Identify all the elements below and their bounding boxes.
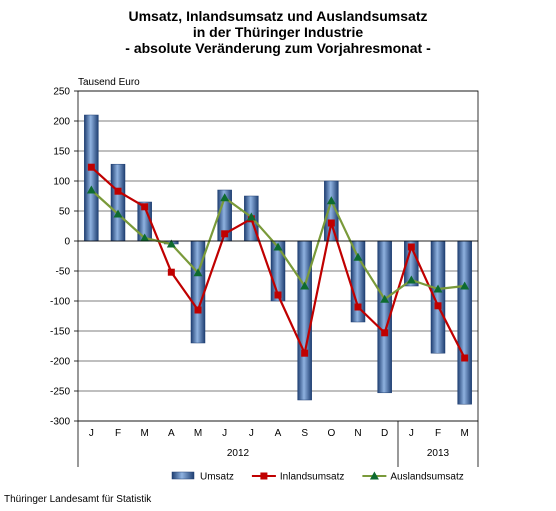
marker-inlandsumsatz — [221, 230, 229, 238]
marker-auslandsumsatz — [193, 268, 203, 277]
legend-marker-auslandsumsatz — [369, 471, 379, 480]
y-tick-label: -300 — [50, 417, 70, 428]
marker-inlandsumsatz — [114, 187, 122, 195]
marker-inlandsumsatz — [301, 349, 309, 357]
legend: Umsatz Inlandsumsatz Auslandsumsatz — [171, 471, 464, 483]
marker-auslandsumsatz — [86, 185, 96, 194]
marker-auslandsumsatz — [460, 281, 470, 290]
marker-auslandsumsatz — [380, 294, 390, 303]
y-tick-label: -200 — [50, 357, 70, 368]
axis-layer: 250 200 150 100 50 0 -50 -100 -150 -200 -250 -300 Ta… — [50, 77, 479, 467]
bar-umsatz — [457, 240, 472, 405]
x-tick-label: M — [140, 428, 148, 439]
legend-label: Umsatz — [200, 472, 234, 483]
marker-auslandsumsatz — [246, 212, 256, 221]
marker-auslandsumsatz — [273, 242, 283, 251]
marker-inlandsumsatz — [381, 329, 389, 337]
x-tick-label: O — [327, 428, 335, 439]
marker-inlandsumsatz — [167, 268, 175, 276]
x-tick-label: M — [460, 428, 468, 439]
bar-umsatz — [110, 163, 126, 242]
chart-title-line-1: Umsatz, Inlandsumsatz und Auslandsumsatz — [128, 8, 428, 24]
marker-auslandsumsatz — [433, 284, 443, 293]
source-note: Thüringer Landesamt für Statistik — [4, 494, 152, 505]
x-tick-label: J — [222, 428, 227, 439]
marker-auslandsumsatz — [113, 209, 123, 218]
marker-inlandsumsatz — [327, 219, 335, 227]
x-tick-label: J — [409, 428, 414, 439]
x-tick-label: S — [301, 428, 308, 439]
y-tick-label: 100 — [53, 177, 70, 188]
marker-inlandsumsatz — [141, 203, 149, 211]
marker-auslandsumsatz — [300, 281, 310, 290]
marker-auslandsumsatz — [326, 196, 336, 205]
y-tick-label: 250 — [53, 87, 70, 98]
y-tick-label: -100 — [50, 297, 70, 308]
year-label: 2013 — [427, 448, 450, 459]
legend-swatch-umsatz — [171, 471, 195, 480]
legend-marker-inlandsumsatz — [260, 472, 268, 480]
marker-auslandsumsatz — [220, 193, 230, 202]
marker-auslandsumsatz — [166, 239, 176, 248]
marker-inlandsumsatz — [461, 354, 469, 362]
y-tick-label: 150 — [53, 147, 70, 158]
y-tick-label: 200 — [53, 117, 70, 128]
x-tick-label: F — [435, 428, 441, 439]
x-tick-label: A — [275, 428, 282, 439]
marker-auslandsumsatz — [406, 275, 416, 284]
line-layer — [86, 163, 470, 362]
x-tick-label: F — [115, 428, 121, 439]
y-tick-label: 0 — [64, 237, 70, 248]
legend-label: Auslandsumsatz — [390, 472, 463, 483]
marker-inlandsumsatz — [274, 291, 282, 299]
chart-title-line-3: - absolute Veränderung zum Vorjahresmona… — [125, 40, 431, 56]
bar-umsatz — [84, 114, 99, 242]
x-tick-label: N — [354, 428, 361, 439]
x-tick-label: M — [194, 428, 202, 439]
chart-title: Umsatz, Inlandsumsatz und Auslandsumsatz… — [40, 8, 516, 56]
marker-auslandsumsatz — [140, 233, 150, 242]
y-axis-label: Tausend Euro — [78, 77, 140, 88]
y-tick-label: -50 — [56, 267, 71, 278]
marker-inlandsumsatz — [194, 306, 202, 314]
marker-inlandsumsatz — [434, 302, 442, 310]
year-label: 2012 — [227, 448, 250, 459]
marker-inlandsumsatz — [87, 163, 95, 171]
legend-label: Inlandsumsatz — [280, 472, 344, 483]
x-tick-label: D — [381, 428, 388, 439]
x-tick-label: J — [89, 428, 94, 439]
chart-title-line-2: in der Thüringer Industrie — [192, 24, 364, 40]
marker-inlandsumsatz — [407, 243, 415, 251]
plot-frame — [77, 90, 479, 422]
x-tick-label: A — [168, 428, 175, 439]
x-tick-label: J — [249, 428, 254, 439]
y-tick-label: -150 — [50, 327, 70, 338]
y-tick-label: -250 — [50, 387, 70, 398]
bar-umsatz — [297, 240, 312, 401]
y-tick-label: 50 — [59, 207, 71, 218]
marker-inlandsumsatz — [354, 303, 362, 311]
marker-auslandsumsatz — [353, 252, 363, 261]
